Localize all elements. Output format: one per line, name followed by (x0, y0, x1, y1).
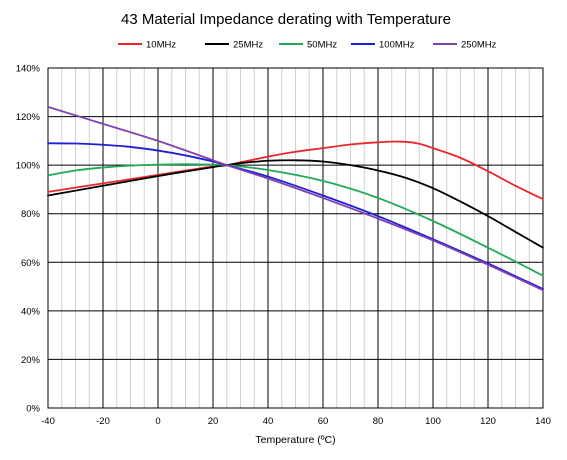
series-line-25mhz (47, 159, 544, 249)
series-line-50mhz (47, 163, 544, 277)
x-tick-label: 20 (208, 416, 219, 427)
tick-labels: -40 -20 0 20 40 60 80 100 120 140 0% 20% 40% 60% 80% 10… (16, 64, 551, 428)
y-tick-label: 100% (16, 161, 41, 172)
axes (47, 67, 544, 409)
x-tick-label: 80 (373, 416, 384, 427)
y-tick-label: 120% (16, 112, 41, 123)
legend-label-250mhz: 250MHz (461, 40, 497, 51)
y-tick-label: 0% (26, 404, 40, 415)
y-tick-label: 20% (21, 355, 41, 366)
y-tick-label: 140% (16, 64, 41, 75)
x-tick-label: 40 (263, 416, 274, 427)
x-axis-title: Temperature (ºC) (255, 434, 335, 446)
x-tick-label: -20 (96, 416, 110, 427)
legend: 10MHz 25MHz 50MHz 100MHz 250MHz (118, 40, 497, 51)
x-tick-label: -40 (41, 416, 55, 427)
chart-title: 43 Material Impedance derating with Temp… (121, 11, 451, 28)
legend-label-50mhz: 50MHz (307, 40, 337, 51)
x-tick-label: 120 (480, 416, 496, 427)
x-tick-label: 100 (425, 416, 441, 427)
series-layer (47, 105, 544, 292)
plot-area-border (47, 67, 544, 409)
x-tick-label: 140 (535, 416, 551, 427)
grid (47, 67, 544, 409)
y-tick-label: 60% (21, 258, 41, 269)
x-tick-label: 60 (318, 416, 329, 427)
y-tick-label: 40% (21, 306, 41, 317)
y-tick-label: 80% (21, 209, 41, 220)
legend-label-25mhz: 25MHz (233, 40, 263, 51)
x-tick-label: 0 (155, 416, 160, 427)
series-line-250mhz (47, 105, 544, 292)
legend-label-100mhz: 100MHz (379, 40, 415, 51)
legend-label-10mhz: 10MHz (146, 40, 176, 51)
